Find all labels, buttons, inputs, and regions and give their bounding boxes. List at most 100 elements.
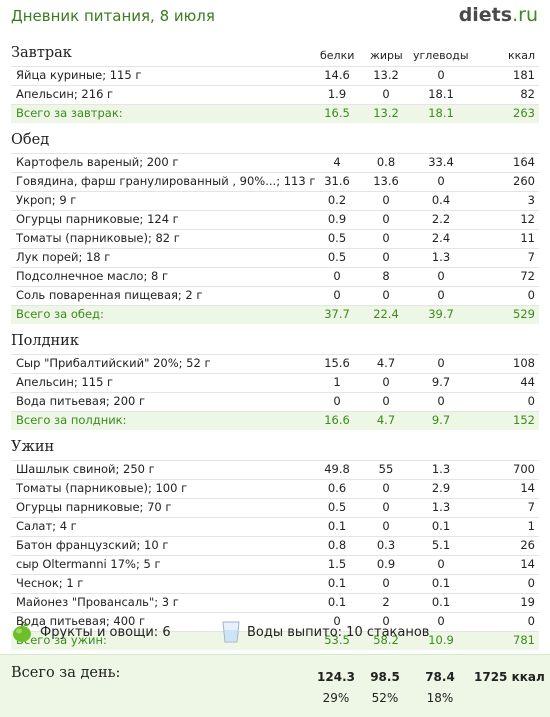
value-protein: 0 [333, 269, 341, 283]
value-protein: 16.6 [324, 413, 350, 427]
value-protein: 0.1 [327, 576, 347, 590]
meal-total-row: Всего за полдник: 16.6 4.7 9.7 152 [11, 411, 539, 430]
value-fat: 0 [382, 576, 390, 590]
value-protein: 53.5 [324, 633, 350, 647]
value-carbs: 0.1 [431, 519, 451, 533]
value-fat: 0.3 [376, 538, 396, 552]
meal-total-row: Всего за обед: 37.7 22.4 39.7 529 [11, 305, 539, 324]
value-kcal: 14 [520, 481, 535, 495]
food-name: Говядина, фарш гранулированный , 90%...;… [16, 174, 316, 188]
value-protein: 37.7 [324, 307, 350, 321]
value-carbs: 39.7 [428, 307, 454, 321]
value-carbs: 2.4 [431, 231, 451, 245]
value-fat: 58.2 [373, 633, 399, 647]
value-carbs: 1.3 [431, 500, 451, 514]
value-carbs: 0 [437, 288, 445, 302]
value-carbs: 2.9 [431, 481, 451, 495]
value-protein: 0.8 [327, 538, 347, 552]
value-protein: 0.5 [327, 231, 347, 245]
food-row[interactable]: Томаты (парниковые); 100 г 0.6 0 2.9 14 [11, 479, 539, 498]
food-name: Томаты (парниковые); 100 г [16, 481, 188, 495]
value-fat: 0 [382, 193, 390, 207]
value-kcal: 0 [527, 394, 535, 408]
value-protein: 15.6 [324, 356, 350, 370]
food-row[interactable]: Подсолнечное масло; 8 г 0 8 0 72 [11, 267, 539, 286]
value-fat: 0 [382, 519, 390, 533]
value-carbs: 9.7 [431, 413, 451, 427]
value-kcal: 0 [527, 614, 535, 628]
value-fat: 0 [382, 375, 390, 389]
food-name: Батон французский; 10 г [16, 538, 169, 552]
water-glass-icon [222, 621, 240, 643]
meal-total-row: Всего за ужин: 53.5 58.2 10.9 781 [11, 631, 539, 650]
food-row[interactable]: Яйца куриные; 115 г 14.6 13.2 0 181 [11, 66, 539, 85]
meal-total-label: Всего за обед: [16, 307, 104, 321]
food-row[interactable]: Чеснок; 1 г 0.1 0 0.1 0 [11, 574, 539, 593]
value-fat: 8 [382, 269, 390, 283]
page-title: Дневник питания, 8 июля [11, 7, 215, 25]
food-name: Яйца куриные; 115 г [16, 68, 142, 82]
page-header: Дневник питания, 8 июля diets.ru [0, 0, 550, 36]
column-header-fat: жиры [370, 49, 403, 62]
food-row[interactable]: Сыр "Прибалтийский" 20%; 52 г 15.6 4.7 0 108 [11, 354, 539, 373]
food-row[interactable]: Вода питьевая; 200 г 0 0 0 0 [11, 392, 539, 411]
value-protein: 0.2 [327, 193, 347, 207]
meal-header: Завтрак белки жиры углеводы ккал [11, 44, 539, 66]
value-kcal: 26 [520, 538, 535, 552]
value-protein: 49.8 [324, 462, 350, 476]
value-fat: 13.2 [373, 106, 399, 120]
food-row[interactable]: Соль поваренная пищевая; 2 г 0 0 0 0 [11, 286, 539, 305]
value-fat: 4.7 [376, 413, 396, 427]
value-kcal: 3 [527, 193, 535, 207]
meal-total-label: Всего за полдник: [16, 413, 127, 427]
day-kcal: 1725 ккал [474, 670, 545, 684]
meal-title: Полдник [11, 333, 79, 349]
day-carbs: 78.4 [425, 670, 455, 684]
food-name: Огурцы парниковые; 70 г [16, 500, 172, 514]
value-kcal: 164 [513, 155, 535, 169]
food-row[interactable]: Вода питьевая; 400 г 0 0 0 0 [11, 612, 539, 631]
value-protein: 1.5 [327, 557, 347, 571]
food-row[interactable]: Лук порей; 18 г 0.5 0 1.3 7 [11, 248, 539, 267]
value-carbs: 0 [437, 557, 445, 571]
meal-header: Полдник [11, 332, 539, 354]
food-row[interactable]: Салат; 4 г 0.1 0 0.1 1 [11, 517, 539, 536]
site-logo[interactable]: diets.ru [459, 4, 538, 26]
food-row[interactable]: Шашлык свиной; 250 г 49.8 55 1.3 700 [11, 460, 539, 479]
food-name: Лук порей; 18 г [16, 250, 111, 264]
value-carbs: 1.3 [431, 462, 451, 476]
food-row[interactable]: Батон французский; 10 г 0.8 0.3 5.1 26 [11, 536, 539, 555]
food-row[interactable]: Укроп; 9 г 0.2 0 0.4 3 [11, 191, 539, 210]
food-name: Салат; 4 г [16, 519, 77, 533]
value-carbs: 10.9 [428, 633, 454, 647]
value-fat: 0 [382, 87, 390, 101]
value-carbs: 5.1 [431, 538, 451, 552]
value-kcal: 7 [527, 250, 535, 264]
food-row[interactable]: Картофель вареный; 200 г 4 0.8 33.4 164 [11, 153, 539, 172]
food-name: Чеснок; 1 г [16, 576, 84, 590]
food-row[interactable]: Апельсин; 115 г 1 0 9.7 44 [11, 373, 539, 392]
value-carbs: 0 [437, 394, 445, 408]
food-row[interactable]: Томаты (парниковые); 82 г 0.5 0 2.4 11 [11, 229, 539, 248]
logo-main: diets [458, 4, 513, 26]
value-kcal: 7 [527, 500, 535, 514]
value-protein: 4 [333, 155, 341, 169]
value-kcal: 19 [520, 595, 535, 609]
column-header-kcal: ккал [508, 49, 536, 62]
meal-header: Ужин [11, 438, 539, 460]
day-total-label: Всего за день: [11, 665, 121, 681]
value-fat: 22.4 [373, 307, 399, 321]
column-header-protein: белки [320, 49, 355, 62]
value-carbs: 1.3 [431, 250, 451, 264]
food-row[interactable]: Майонез "Провансаль"; 3 г 0.1 2 0.1 19 [11, 593, 539, 612]
value-carbs: 0 [437, 174, 445, 188]
value-fat: 4.7 [376, 356, 396, 370]
food-row[interactable]: Говядина, фарш гранулированный , 90%...;… [11, 172, 539, 191]
food-row[interactable]: сыр Oltermanni 17%; 5 г 1.5 0.9 0 14 [11, 555, 539, 574]
food-row[interactable]: Огурцы парниковые; 124 г 0.9 0 2.2 12 [11, 210, 539, 229]
food-row[interactable]: Апельсин; 216 г 1.9 0 18.1 82 [11, 85, 539, 104]
value-kcal: 529 [513, 307, 535, 321]
value-kcal: 108 [513, 356, 535, 370]
food-row[interactable]: Огурцы парниковые; 70 г 0.5 0 1.3 7 [11, 498, 539, 517]
apple-icon [13, 621, 31, 642]
